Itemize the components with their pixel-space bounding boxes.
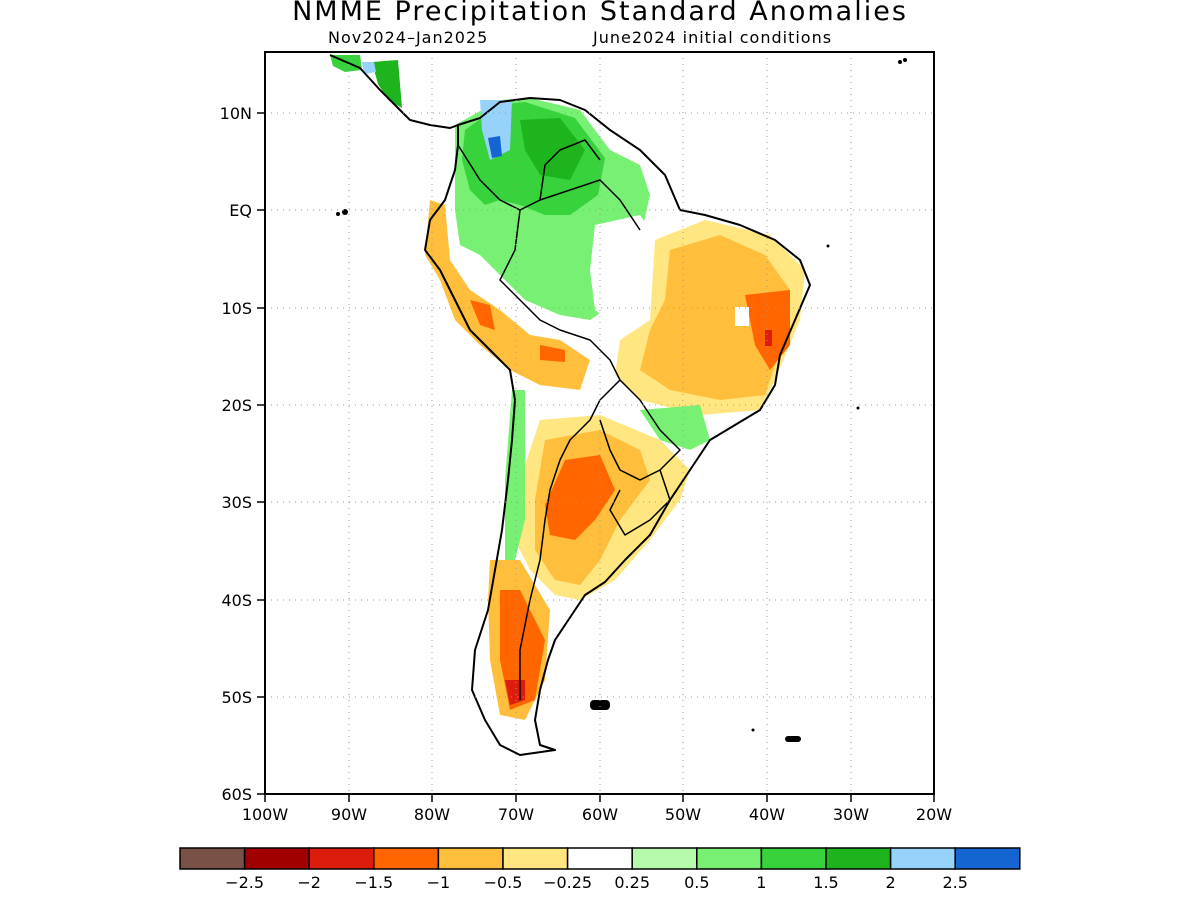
- colorbar-swatch: [502, 847, 569, 870]
- axis-ticks: [257, 112, 935, 802]
- anomaly-missing-cell: [735, 307, 749, 326]
- anomaly-amazon-white: [590, 215, 660, 330]
- anomaly-ne-brazil-extreme: [765, 330, 772, 346]
- map-subtitle-initial-conditions: June2024 initial conditions: [593, 28, 833, 47]
- anomaly-andes-dry-band: [425, 200, 590, 390]
- lon-label-30w: 30W: [833, 805, 869, 824]
- colorbar-label: 0.5: [684, 873, 709, 892]
- colorbar-swatch: [631, 847, 698, 870]
- lon-label-100w: 100W: [242, 805, 289, 824]
- colorbar-label: 1.5: [813, 873, 838, 892]
- lat-label-20s: 20S: [221, 396, 252, 415]
- colorbar-label: −2: [297, 873, 321, 892]
- lon-label-70w: 70W: [498, 805, 534, 824]
- colorbar-swatch: [566, 847, 633, 870]
- coastlines: [329, 54, 811, 756]
- lon-label-40w: 40W: [749, 805, 785, 824]
- lat-label-10n: 10N: [220, 104, 252, 123]
- anomaly-colombia-blue: [480, 100, 512, 160]
- lat-labels: 10N EQ 10S 20S 30S 40S 50S 60S: [220, 104, 252, 804]
- anomaly-central-america-wet: [372, 60, 402, 108]
- colorbar-swatch: [437, 847, 504, 870]
- coastline-south-america: [424, 97, 811, 756]
- anomaly-andes-orange: [470, 300, 495, 330]
- colorbar-swatch: [760, 847, 827, 870]
- colorbar-label: 0.25: [614, 873, 650, 892]
- colorbar-label: −2.5: [225, 873, 264, 892]
- lat-label-eq: EQ: [229, 201, 252, 220]
- lon-label-80w: 80W: [414, 805, 450, 824]
- lon-label-20w: 20W: [916, 805, 952, 824]
- colorbar-label: 2.5: [942, 873, 967, 892]
- anomaly-argentina-orange: [545, 455, 615, 540]
- lon-label-60w: 60W: [582, 805, 618, 824]
- colorbar-swatch: [954, 847, 1021, 870]
- colorbar-swatch: [243, 847, 310, 870]
- colorbar-swatch: [179, 847, 246, 870]
- colorbar-label: −1: [427, 873, 451, 892]
- map-title: NMME Precipitation Standard Anomalies: [292, 0, 908, 27]
- colorbar-swatch: [696, 847, 763, 870]
- anomaly-field: [330, 55, 805, 720]
- lat-label-60s: 60S: [221, 785, 252, 804]
- anomaly-central-america-blue: [362, 62, 376, 74]
- lat-label-10s: 10S: [221, 299, 252, 318]
- colorbar: −2.5 −2 −1.5 −1 −0.5 −0.25 0.25 0.5 1 1.5 2 2.5: [179, 847, 1021, 892]
- anomaly-chile-green-strip: [505, 390, 525, 560]
- lon-label-50w: 50W: [665, 805, 701, 824]
- coastline-central-america: [329, 54, 459, 129]
- colorbar-label: 1: [756, 873, 766, 892]
- lat-label-30s: 30S: [221, 493, 252, 512]
- anomaly-south-brazil-green: [640, 405, 710, 450]
- lat-label-50s: 50S: [221, 688, 252, 707]
- lon-labels: 100W 90W 80W 70W 60W 50W 40W 30W 20W: [242, 805, 952, 824]
- colorbar-swatch: [825, 847, 892, 870]
- anomaly-bolivia-orange: [540, 345, 565, 362]
- colorbar-swatch: [373, 847, 440, 870]
- colorbar-label: −1.5: [354, 873, 393, 892]
- colorbar-label: −0.5: [484, 873, 523, 892]
- border-countries: [457, 139, 681, 700]
- colorbar-label: 2: [886, 873, 896, 892]
- colorbar-label: −0.25: [543, 873, 592, 892]
- colorbar-swatch: [889, 847, 956, 870]
- islands: [336, 58, 907, 742]
- lon-label-90w: 90W: [331, 805, 367, 824]
- graticule: [265, 52, 934, 794]
- anomaly-north-core: [520, 118, 585, 180]
- anomaly-ne-brazil-drier: [640, 235, 790, 400]
- map-subtitle-period: Nov2024–Jan2025: [328, 28, 489, 47]
- anomaly-colombia-deep-blue: [488, 136, 502, 158]
- lat-label-40s: 40S: [221, 591, 252, 610]
- colorbar-swatch: [308, 847, 375, 870]
